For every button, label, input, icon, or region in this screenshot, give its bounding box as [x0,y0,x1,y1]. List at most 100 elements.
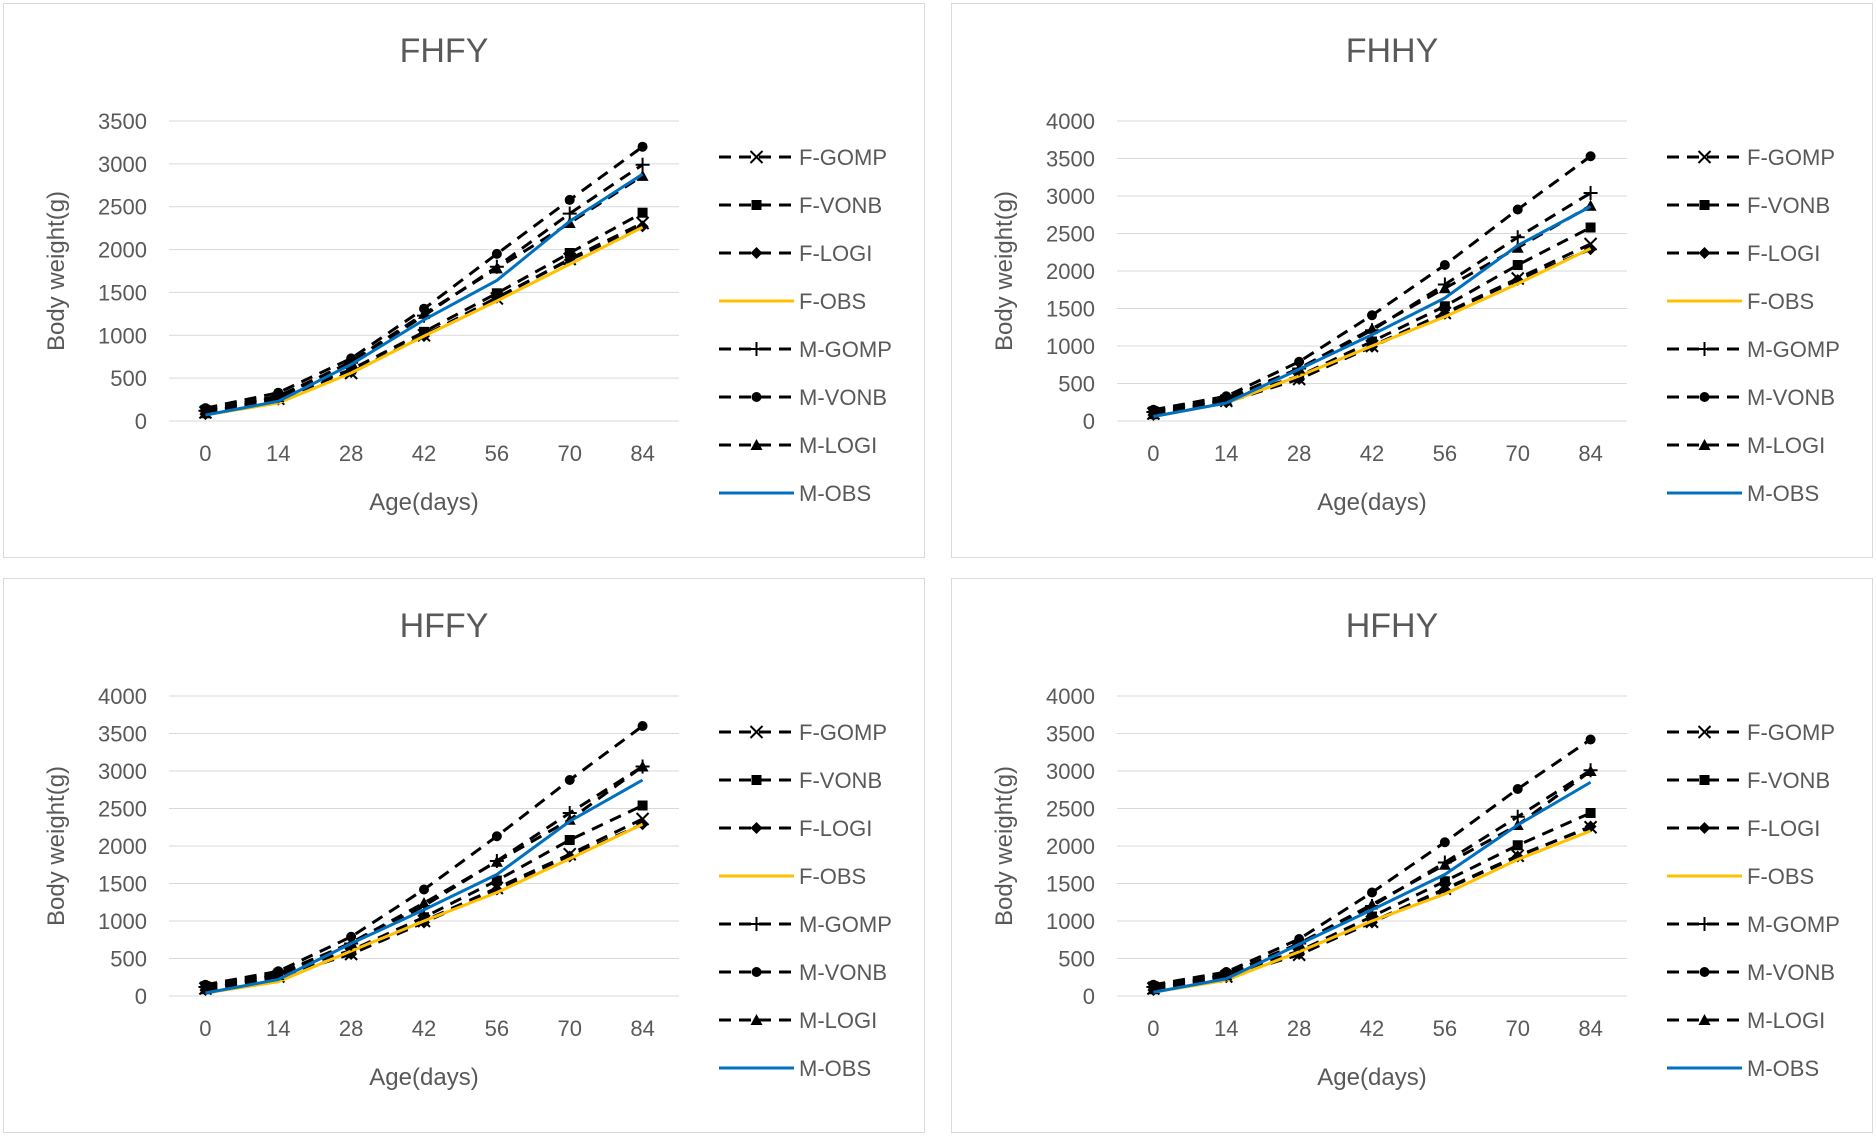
legend-marker [1699,200,1710,210]
legend-label: M-LOGI [799,433,877,458]
legend-label: F-GOMP [1747,145,1835,170]
data-point [1584,820,1597,833]
legend-label: F-LOGI [799,816,872,841]
x-tick-label: 84 [630,441,654,466]
legend-label: F-VONB [799,193,882,218]
legend-marker [1698,822,1711,834]
series-line [1153,769,1592,991]
y-tick-label: 1000 [98,323,147,348]
y-tick-label: 3000 [1046,184,1095,209]
series-m-logi [1147,199,1597,420]
y-tick-label: 4000 [98,684,147,709]
legend-label: F-VONB [1747,193,1830,218]
legend-marker [749,342,764,356]
chart-hffy: HFFY 0 500 1000 1500 2000 2500 3000 3500 4000 0 14 2… [43,607,892,1091]
series-line [1153,204,1592,416]
legend-label: M-LOGI [799,1008,877,1033]
chart-title: HFFY [400,607,489,645]
series-line [1153,768,1592,989]
x-axis-title: Age(days) [1317,1064,1426,1091]
legend: F-GOMP F-VONB F-LOGI F-OBS M-GOMP M-VONB M-LOG… [719,145,892,506]
series-line [205,822,644,995]
legend-item-m-logi: M-LOGI [1667,1008,1825,1033]
chart-title: FHFY [400,32,489,70]
legend-item-f-vonb: F-VONB [719,768,882,793]
series-line [1153,191,1592,414]
x-tick-label: 70 [557,441,581,466]
series-m-obs [1153,205,1592,418]
y-tick-label: 2500 [1046,797,1095,822]
legend-item-m-gomp: M-GOMP [719,912,892,937]
legend-item-m-logi: M-LOGI [719,433,877,458]
legend-item-f-gomp: F-GOMP [1667,145,1835,170]
legend-label: F-VONB [1747,768,1830,793]
data-point [1512,204,1523,215]
y-tick-label: 2000 [1046,834,1095,859]
y-tick-label: 4000 [1046,684,1095,709]
y-tick-label: 3000 [98,759,147,784]
series-m-vonb [1148,151,1596,415]
y-tick-label: 500 [1058,947,1095,972]
legend-item-m-obs: M-OBS [719,1056,871,1081]
series-m-vonb [1148,734,1596,990]
series-line [1153,205,1592,418]
y-tick-label: 3500 [1046,722,1095,747]
legend-item-m-logi: M-LOGI [719,1008,877,1033]
legend-label: M-GOMP [1747,912,1840,937]
y-tick-label: 500 [1058,372,1095,397]
x-tick-label: 28 [339,441,363,466]
x-tick-label: 56 [1433,441,1457,466]
series-line [1153,738,1592,987]
series-m-gomp [1146,763,1598,994]
legend-marker [1697,917,1712,931]
y-tick-label: 3500 [98,722,147,747]
x-tick-label: 14 [266,441,290,466]
legend-label: M-LOGI [1747,1008,1825,1033]
data-point [1438,883,1451,896]
y-tick-label: 3500 [98,109,147,134]
series-line [1153,155,1592,412]
x-tick-label: 56 [485,1016,509,1041]
data-point [491,875,502,886]
data-point [490,855,503,867]
series-m-obs [1153,780,1592,994]
legend-marker [750,822,763,834]
legend-label: M-OBS [1747,481,1819,506]
data-point [1585,808,1596,818]
data-point [1439,837,1450,848]
y-tick-label: 2500 [1046,222,1095,247]
data-point [1367,310,1377,321]
chart-title: HFHY [1346,607,1439,645]
y-tick-label: 0 [1083,984,1095,1009]
legend-item-m-vonb: M-VONB [719,960,887,985]
data-point [419,884,429,895]
legend-label: F-OBS [799,864,866,889]
legend-item-f-logi: F-LOGI [1667,241,1820,266]
y-tick-label: 4000 [1046,109,1095,134]
x-tick-label: 56 [485,441,509,466]
legend-label: F-GOMP [799,145,887,170]
legend-item-m-obs: M-OBS [1667,1056,1819,1081]
legend-item-m-gomp: M-GOMP [1667,912,1840,937]
legend-item-m-obs: M-OBS [719,481,871,506]
legend-item-f-logi: F-LOGI [719,816,872,841]
y-tick-label: 1500 [1046,872,1095,897]
legend-label: F-VONB [799,768,882,793]
legend-label: F-OBS [1747,289,1814,314]
data-point [1585,151,1596,162]
legend-item-f-obs: F-OBS [1667,864,1814,889]
x-tick-label: 42 [412,441,436,466]
y-tick-label: 1500 [98,280,147,305]
data-point [564,775,575,785]
y-tick-label: 1000 [1046,334,1095,359]
legend-label: F-OBS [1747,864,1814,889]
legend-item-f-gomp: F-GOMP [719,145,887,170]
series-line [205,804,644,988]
chart-title: FHHY [1346,32,1439,70]
series-line [205,163,644,413]
legend-marker [1699,392,1710,402]
legend-marker [1698,439,1711,450]
data-point [1585,734,1596,745]
legend-label: M-VONB [799,960,887,985]
y-tick-label: 3000 [98,152,147,177]
